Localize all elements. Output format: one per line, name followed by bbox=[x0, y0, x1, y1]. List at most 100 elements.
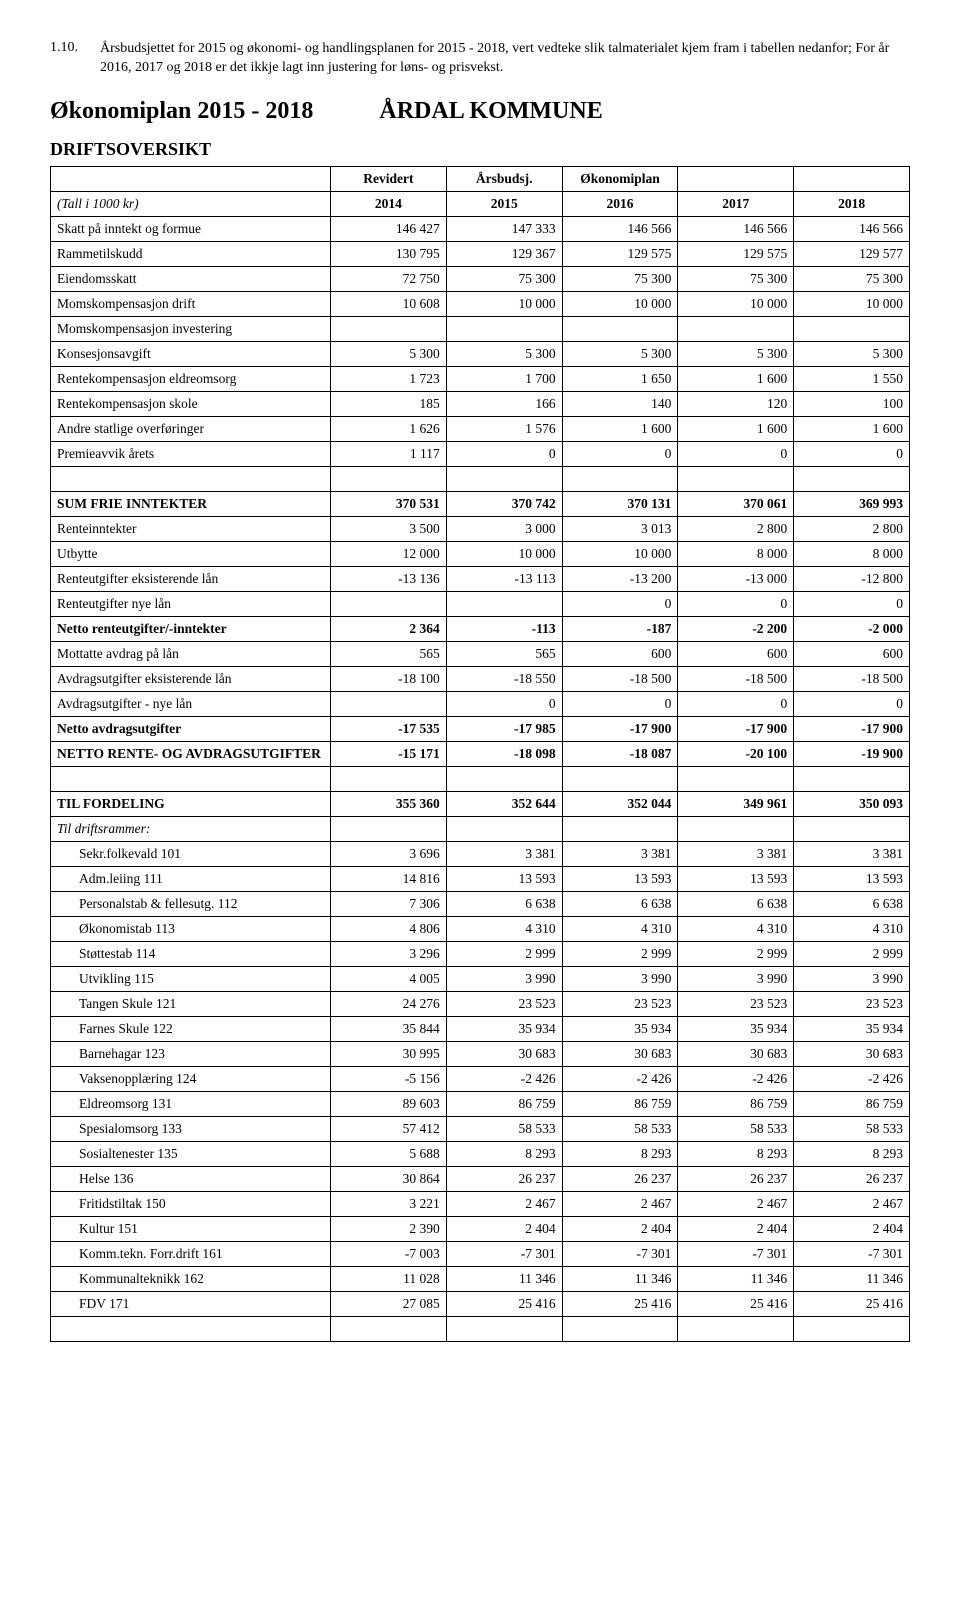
value-cell: 58 533 bbox=[794, 1116, 910, 1141]
blank-cell bbox=[794, 1316, 910, 1341]
value-cell: -12 800 bbox=[794, 566, 910, 591]
row-label: Skatt på inntekt og formue bbox=[51, 216, 331, 241]
value-cell: 565 bbox=[331, 641, 447, 666]
row-label: Momskompensasjon investering bbox=[51, 316, 331, 341]
value-cell: 11 028 bbox=[331, 1266, 447, 1291]
value-cell: -113 bbox=[446, 616, 562, 641]
value-cell: 370 061 bbox=[678, 491, 794, 516]
table-row: Spesialomsorg 13357 41258 53358 53358 53… bbox=[51, 1116, 910, 1141]
value-cell: 35 934 bbox=[678, 1016, 794, 1041]
value-cell: 11 346 bbox=[794, 1266, 910, 1291]
value-cell: 3 990 bbox=[794, 966, 910, 991]
value-cell: -2 426 bbox=[562, 1066, 678, 1091]
value-cell bbox=[446, 591, 562, 616]
value-cell: 6 638 bbox=[678, 891, 794, 916]
value-cell: 6 638 bbox=[794, 891, 910, 916]
row-label: Avdragsutgifter eksisterende lån bbox=[51, 666, 331, 691]
value-cell: 3 013 bbox=[562, 516, 678, 541]
value-cell: 0 bbox=[794, 691, 910, 716]
row-label: Netto renteutgifter/-inntekter bbox=[51, 616, 331, 641]
value-cell: -15 171 bbox=[331, 741, 447, 766]
header-cell bbox=[51, 166, 331, 191]
value-cell: 370 131 bbox=[562, 491, 678, 516]
table-row: Andre statlige overføringer1 6261 5761 6… bbox=[51, 416, 910, 441]
row-label: Komm.tekn. Forr.drift 161 bbox=[51, 1241, 331, 1266]
table-row: Renteutgifter eksisterende lån-13 136-13… bbox=[51, 566, 910, 591]
value-cell: 26 237 bbox=[562, 1166, 678, 1191]
value-cell: 0 bbox=[562, 441, 678, 466]
year-cell: 2014 bbox=[331, 191, 447, 216]
value-cell: 4 310 bbox=[794, 916, 910, 941]
table-row: Personalstab & fellesutg. 1127 3066 6386… bbox=[51, 891, 910, 916]
value-cell: 4 310 bbox=[446, 916, 562, 941]
table-row: Rentekompensasjon skole185166140120100 bbox=[51, 391, 910, 416]
blank-cell bbox=[331, 766, 447, 791]
value-cell: -13 200 bbox=[562, 566, 678, 591]
value-cell: 3 990 bbox=[446, 966, 562, 991]
plan-title: Økonomiplan 2015 - 2018 ÅRDAL KOMMUNE bbox=[50, 98, 910, 125]
table-row: Eldreomsorg 13189 60386 75986 75986 7598… bbox=[51, 1091, 910, 1116]
table-row: Økonomistab 1134 8064 3104 3104 3104 310 bbox=[51, 916, 910, 941]
table-row: Sosialtenester 1355 6888 2938 2938 2938 … bbox=[51, 1141, 910, 1166]
table-row: Netto renteutgifter/-inntekter2 364-113-… bbox=[51, 616, 910, 641]
row-label: Rentekompensasjon eldreomsorg bbox=[51, 366, 331, 391]
value-cell bbox=[678, 816, 794, 841]
table-row: TIL FORDELING355 360352 644352 044349 96… bbox=[51, 791, 910, 816]
value-cell: -7 003 bbox=[331, 1241, 447, 1266]
value-cell: 1 600 bbox=[794, 416, 910, 441]
value-cell: 1 117 bbox=[331, 441, 447, 466]
blank-cell bbox=[331, 466, 447, 491]
value-cell: 3 381 bbox=[678, 841, 794, 866]
value-cell: 86 759 bbox=[794, 1091, 910, 1116]
value-cell: 13 593 bbox=[678, 866, 794, 891]
table-row: Adm.leiing 11114 81613 59313 59313 59313… bbox=[51, 866, 910, 891]
table-row: Eiendomsskatt72 75075 30075 30075 30075 … bbox=[51, 266, 910, 291]
value-cell: 14 816 bbox=[331, 866, 447, 891]
row-label: Rentekompensasjon skole bbox=[51, 391, 331, 416]
row-label: Adm.leiing 111 bbox=[51, 866, 331, 891]
value-cell: 10 000 bbox=[562, 541, 678, 566]
value-cell: -18 100 bbox=[331, 666, 447, 691]
value-cell: 600 bbox=[562, 641, 678, 666]
value-cell: 89 603 bbox=[331, 1091, 447, 1116]
value-cell: 0 bbox=[678, 691, 794, 716]
value-cell: 2 800 bbox=[678, 516, 794, 541]
table-row: Momskompensasjon investering bbox=[51, 316, 910, 341]
plan-title-left: Økonomiplan 2015 - 2018 bbox=[50, 98, 313, 125]
value-cell: 120 bbox=[678, 391, 794, 416]
row-label: Kultur 151 bbox=[51, 1216, 331, 1241]
value-cell: 129 575 bbox=[678, 241, 794, 266]
year-cell: 2017 bbox=[678, 191, 794, 216]
value-cell: 58 533 bbox=[562, 1116, 678, 1141]
row-label: Helse 136 bbox=[51, 1166, 331, 1191]
value-cell: 129 367 bbox=[446, 241, 562, 266]
value-cell: 5 300 bbox=[794, 341, 910, 366]
row-label: Momskompensasjon drift bbox=[51, 291, 331, 316]
value-cell: 1 600 bbox=[678, 366, 794, 391]
value-cell: 23 523 bbox=[446, 991, 562, 1016]
table-row: Avdragsutgifter - nye lån0000 bbox=[51, 691, 910, 716]
value-cell: 6 638 bbox=[446, 891, 562, 916]
row-label: Eldreomsorg 131 bbox=[51, 1091, 331, 1116]
value-cell: 25 416 bbox=[678, 1291, 794, 1316]
row-label: Personalstab & fellesutg. 112 bbox=[51, 891, 331, 916]
table-row: Vaksenopplæring 124-5 156-2 426-2 426-2 … bbox=[51, 1066, 910, 1091]
header-cell: Økonomiplan bbox=[562, 166, 678, 191]
value-cell: 23 523 bbox=[562, 991, 678, 1016]
value-cell: 130 795 bbox=[331, 241, 447, 266]
value-cell: 4 806 bbox=[331, 916, 447, 941]
value-cell: 1 650 bbox=[562, 366, 678, 391]
intro-text: Årsbudsjettet for 2015 og økonomi- og ha… bbox=[100, 40, 910, 78]
value-cell: 26 237 bbox=[678, 1166, 794, 1191]
value-cell: 10 000 bbox=[562, 291, 678, 316]
value-cell: 4 310 bbox=[562, 916, 678, 941]
value-cell: -5 156 bbox=[331, 1066, 447, 1091]
value-cell: 35 934 bbox=[446, 1016, 562, 1041]
blank-cell bbox=[51, 466, 331, 491]
blank-cell bbox=[794, 766, 910, 791]
value-cell: 26 237 bbox=[794, 1166, 910, 1191]
value-cell: 0 bbox=[562, 591, 678, 616]
table-row: SUM FRIE INNTEKTER370 531370 742370 1313… bbox=[51, 491, 910, 516]
value-cell: 4 310 bbox=[678, 916, 794, 941]
value-cell: 58 533 bbox=[678, 1116, 794, 1141]
